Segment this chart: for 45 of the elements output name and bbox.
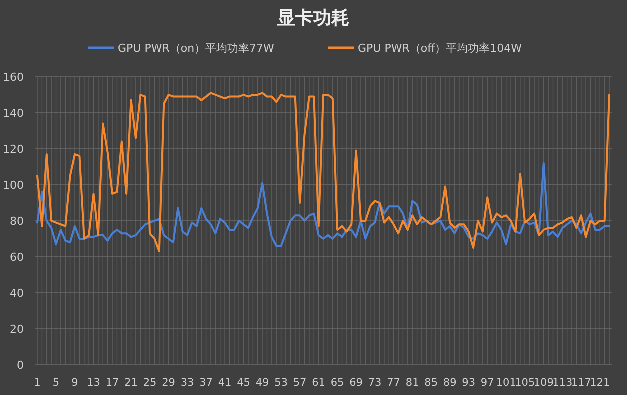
x-tick-label: 41 bbox=[218, 377, 232, 389]
line-series bbox=[36, 162, 610, 248]
x-tick-label: 65 bbox=[330, 377, 344, 389]
x-tick-label: 49 bbox=[256, 377, 270, 389]
x-tick-label: 1 bbox=[34, 377, 41, 389]
chart-title: 显卡功耗 bbox=[276, 8, 350, 29]
x-tick-label: 97 bbox=[480, 377, 494, 389]
y-tick-label: 160 bbox=[3, 71, 24, 84]
y-tick-label: 120 bbox=[3, 143, 24, 156]
legend-label: GPU PWR（on）平均功率77W bbox=[118, 42, 275, 55]
x-tick-label: 89 bbox=[443, 377, 457, 389]
y-tick-label: 140 bbox=[3, 107, 24, 120]
x-tick-label: 113 bbox=[552, 377, 573, 389]
y-tick-label: 0 bbox=[17, 359, 24, 372]
x-tick-label: 93 bbox=[462, 377, 476, 389]
legend-label: GPU PWR（off）平均功率104W bbox=[358, 42, 522, 55]
y-tick-label: 80 bbox=[10, 215, 24, 228]
x-tick-label: 9 bbox=[72, 377, 78, 389]
line-series bbox=[36, 92, 610, 253]
x-tick-label: 33 bbox=[180, 377, 194, 389]
x-tick-label: 17 bbox=[106, 377, 120, 389]
x-tick-label: 85 bbox=[424, 377, 438, 389]
y-tick-label: 60 bbox=[10, 251, 24, 264]
x-tick-label: 53 bbox=[274, 377, 288, 389]
x-tick-label: 61 bbox=[312, 377, 326, 389]
x-tick-label: 5 bbox=[52, 377, 60, 389]
x-tick-label: 13 bbox=[87, 377, 100, 389]
x-tick-label: 37 bbox=[200, 377, 213, 389]
x-tick-label: 73 bbox=[368, 377, 382, 389]
x-tick-label: 77 bbox=[387, 377, 401, 389]
x-tick-label: 57 bbox=[293, 377, 307, 389]
x-tick-label: 105 bbox=[515, 377, 536, 389]
y-tick-label: 100 bbox=[3, 179, 24, 192]
x-tick-label: 69 bbox=[350, 377, 364, 389]
x-tick-label: 29 bbox=[162, 377, 176, 389]
x-tick-label: 21 bbox=[124, 377, 138, 389]
x-tick-label: 25 bbox=[143, 377, 157, 389]
y-tick-label: 40 bbox=[10, 287, 24, 300]
x-tick-label: 109 bbox=[534, 377, 554, 389]
x-tick-label: 117 bbox=[571, 377, 592, 389]
x-tick-label: 81 bbox=[406, 377, 420, 389]
x-tick-label: 45 bbox=[237, 377, 250, 389]
x-tick-label: 121 bbox=[590, 377, 610, 389]
y-tick-label: 20 bbox=[10, 323, 24, 336]
x-tick-label: 101 bbox=[496, 377, 516, 389]
